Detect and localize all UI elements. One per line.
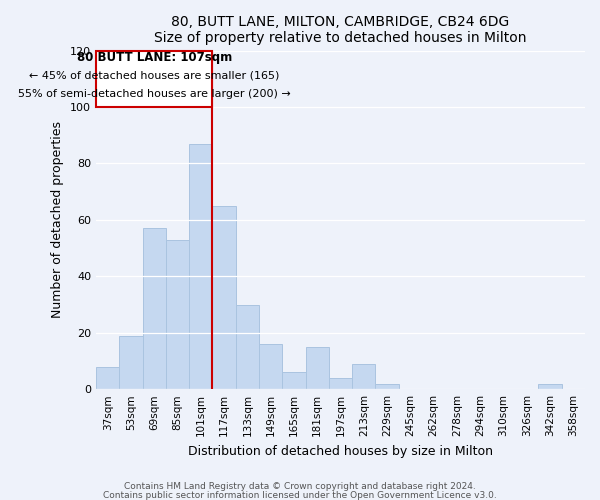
Text: Contains HM Land Registry data © Crown copyright and database right 2024.: Contains HM Land Registry data © Crown c…	[124, 482, 476, 491]
Y-axis label: Number of detached properties: Number of detached properties	[52, 122, 64, 318]
Bar	[96, 366, 119, 389]
Bar	[305, 347, 329, 389]
Bar	[119, 336, 143, 389]
Bar	[259, 344, 282, 389]
X-axis label: Distribution of detached houses by size in Milton: Distribution of detached houses by size …	[188, 444, 493, 458]
Text: ← 45% of detached houses are smaller (165): ← 45% of detached houses are smaller (16…	[29, 71, 280, 81]
Bar	[166, 240, 189, 389]
Bar	[96, 50, 212, 107]
Bar	[352, 364, 376, 389]
Bar	[236, 304, 259, 389]
Bar	[376, 384, 399, 389]
Bar	[189, 144, 212, 389]
Title: 80, BUTT LANE, MILTON, CAMBRIDGE, CB24 6DG
Size of property relative to detached: 80, BUTT LANE, MILTON, CAMBRIDGE, CB24 6…	[154, 15, 527, 45]
Bar	[212, 206, 236, 389]
Bar	[143, 228, 166, 389]
Bar	[329, 378, 352, 389]
Bar	[538, 384, 562, 389]
Text: 55% of semi-detached houses are larger (200) →: 55% of semi-detached houses are larger (…	[18, 90, 290, 100]
Text: Contains public sector information licensed under the Open Government Licence v3: Contains public sector information licen…	[103, 490, 497, 500]
Text: 80 BUTT LANE: 107sqm: 80 BUTT LANE: 107sqm	[77, 51, 232, 64]
Bar	[282, 372, 305, 389]
